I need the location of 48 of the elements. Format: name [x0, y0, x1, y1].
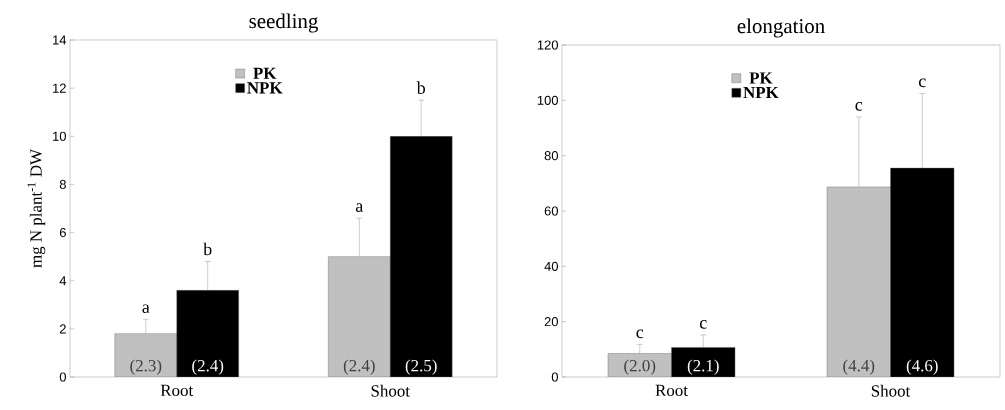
- x-tick-label: Root: [160, 384, 194, 397]
- annotation: b: [203, 242, 212, 256]
- y-tick-label: 0: [551, 372, 558, 382]
- bar: [328, 256, 391, 377]
- legend-label: PK: [749, 72, 773, 84]
- y-axis-title: mg N plant$^{-1}$ DW: [27, 149, 46, 268]
- legend-label: PK: [253, 67, 277, 79]
- annotation: c: [699, 320, 707, 329]
- y-tick-label: 8: [59, 179, 66, 190]
- annotation: (4.4): [843, 359, 875, 375]
- bar: [890, 167, 955, 377]
- annotation: a: [355, 203, 364, 212]
- annotation: c: [636, 329, 644, 339]
- y-tick-label: 12: [53, 83, 66, 93]
- annotation: c: [918, 78, 926, 88]
- annotation: (2.0): [624, 359, 656, 375]
- y-tick-label: 4: [59, 276, 67, 286]
- annotation: (2.4): [343, 359, 375, 375]
- x-tick-label: Root: [655, 384, 688, 397]
- y-tick-label: 100: [537, 95, 558, 105]
- bar: [390, 136, 453, 377]
- y-tick-label: 80: [544, 151, 558, 161]
- y-tick-label: 60: [544, 206, 558, 216]
- y-tick-label: 6: [59, 227, 66, 238]
- legend-label: NPK: [743, 86, 779, 99]
- chart-title: seedling: [249, 13, 318, 33]
- annotation: c: [855, 102, 863, 111]
- y-tick-label: 0: [59, 372, 66, 382]
- x-tick-label: Shoot: [371, 384, 410, 397]
- annotation: (2.1): [687, 359, 719, 375]
- y-tick-label: 14: [53, 35, 67, 45]
- chart-title: elongation: [737, 18, 825, 38]
- annotation: b: [416, 81, 426, 94]
- bar: [114, 333, 177, 377]
- y-tick-label: 10: [53, 131, 66, 141]
- x-tick-label: Shoot: [871, 384, 911, 397]
- y-tick-label: 120: [537, 40, 558, 50]
- annotation: (2.4): [192, 359, 224, 375]
- bar: [826, 186, 891, 377]
- annotation: (2.3): [130, 359, 162, 375]
- y-tick-label: 40: [544, 261, 558, 271]
- legend-label: NPK: [247, 82, 283, 94]
- y-tick-label: 20: [544, 317, 558, 327]
- bar: [176, 290, 239, 377]
- annotation: (2.5): [405, 359, 437, 375]
- annotation: a: [142, 304, 150, 314]
- y-tick-label: 2: [59, 324, 66, 334]
- annotation: (4.6): [906, 359, 938, 375]
